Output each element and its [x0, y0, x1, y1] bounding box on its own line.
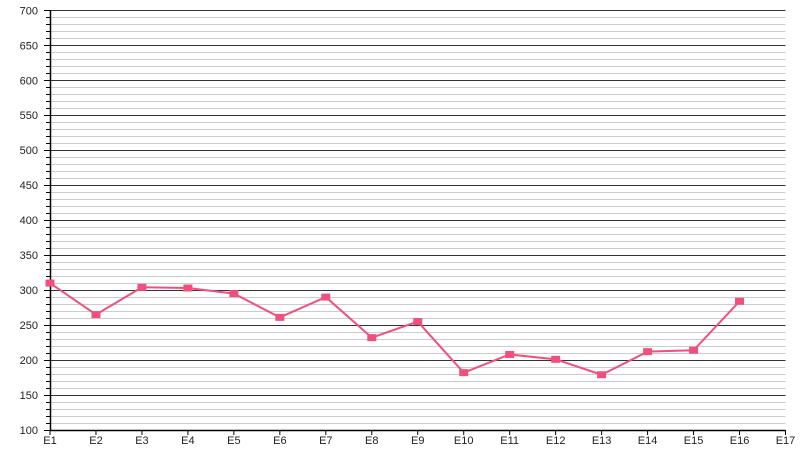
- data-point-marker: [183, 284, 193, 292]
- data-point-marker: [275, 313, 285, 321]
- x-tick-label: E8: [365, 435, 378, 447]
- x-tick-label: E5: [227, 435, 240, 447]
- y-tick-label: 500: [20, 145, 38, 157]
- data-point-marker: [505, 350, 515, 358]
- x-tick-label: E2: [89, 435, 102, 447]
- y-tick-label: 250: [20, 320, 38, 332]
- x-tick-label: E13: [592, 435, 612, 447]
- data-point-marker: [689, 346, 699, 354]
- x-tick-label: E12: [546, 435, 566, 447]
- data-point-marker: [413, 318, 423, 326]
- y-tick-label: 450: [20, 180, 38, 192]
- grid: [50, 10, 786, 424]
- axes: 100 150 200 250 300 350 400 450 500 550 600 650 700 E…: [20, 5, 796, 447]
- x-tick-label: E11: [500, 435, 519, 447]
- data-point-marker: [321, 293, 331, 301]
- data-point-marker: [229, 290, 239, 298]
- data-point-marker: [551, 355, 561, 363]
- x-tick-label: E15: [684, 435, 704, 447]
- x-tick-label: E7: [319, 435, 332, 447]
- x-tick-label: E14: [638, 435, 658, 447]
- y-tick-label: 700: [20, 5, 38, 17]
- series: [45, 279, 745, 379]
- x-tick-label: E3: [135, 435, 148, 447]
- y-tick-label: 300: [20, 285, 38, 297]
- data-point-marker: [735, 297, 745, 305]
- y-tick-label: 100: [20, 425, 38, 437]
- y-tick-label: 550: [20, 110, 38, 122]
- x-tick-label: E17: [776, 435, 796, 447]
- data-point-marker: [597, 371, 607, 379]
- y-tick-label: 200: [20, 355, 38, 367]
- data-point-marker: [45, 279, 55, 287]
- x-tick-label: E6: [273, 435, 286, 447]
- x-tick-label: E4: [181, 435, 194, 447]
- y-tick-label: 400: [20, 215, 38, 227]
- y-tick-label: 350: [20, 250, 38, 262]
- x-tick-label: E9: [411, 435, 424, 447]
- data-point-marker: [459, 369, 469, 377]
- y-tick-label: 600: [20, 75, 38, 87]
- data-point-marker: [643, 348, 653, 356]
- data-point-marker: [367, 334, 377, 342]
- x-tick-label: E10: [454, 435, 474, 447]
- data-point-marker: [137, 283, 147, 291]
- data-point-marker: [91, 311, 101, 319]
- x-tick-label: E1: [43, 435, 56, 447]
- y-tick-label: 150: [20, 390, 38, 402]
- x-tick-label: E16: [730, 435, 750, 447]
- series-line: [49, 282, 741, 376]
- y-tick-label: 650: [20, 40, 38, 52]
